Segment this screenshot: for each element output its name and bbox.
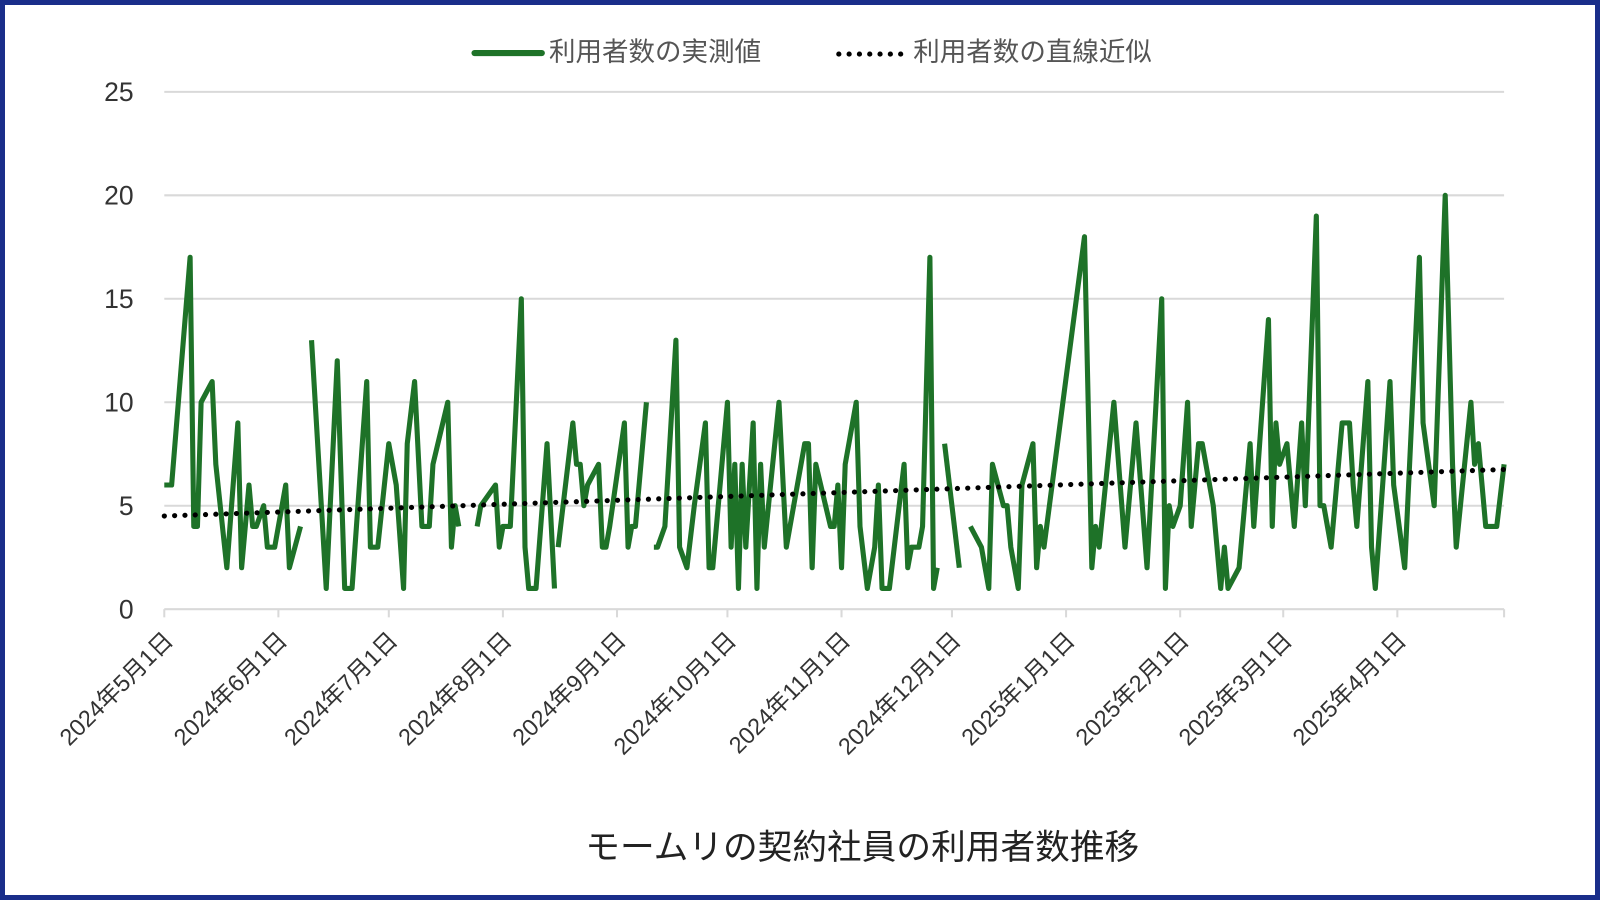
x-tick-label: 2025年1月1日 <box>956 627 1079 750</box>
gridlines <box>164 90 1505 507</box>
series-actual-line <box>942 443 962 569</box>
series-actual-line <box>164 254 303 571</box>
y-tick-label: 10 <box>104 387 134 417</box>
y-tick-label: 0 <box>119 594 134 624</box>
series-trend-line <box>161 466 1507 519</box>
x-tick-label: 2024年6月1日 <box>169 627 292 750</box>
series-actual-line <box>308 340 462 592</box>
series-actual-line <box>555 402 649 550</box>
x-tick-label: 2024年8月1日 <box>393 627 516 750</box>
series-actual-line <box>968 192 1507 592</box>
series-actual-line <box>653 254 940 592</box>
legend: 利用者数の実測値 利用者数の直線近似 <box>471 37 1152 67</box>
x-tick-label: 2025年4月1日 <box>1288 627 1411 750</box>
series-actual-line <box>474 296 558 592</box>
chart-title: モームリの契約社員の利用者数推移 <box>585 828 1139 867</box>
x-tick-label: 2024年7月1日 <box>279 627 402 750</box>
y-tick-label: 5 <box>119 491 134 521</box>
y-tick-label: 20 <box>104 180 134 210</box>
x-tick-label: 2024年9月1日 <box>507 627 630 750</box>
x-axis: 2024年5月1日2024年6月1日2024年7月1日2024年8月1日2024… <box>55 608 1506 760</box>
y-axis-ticks: 0 5 10 15 20 25 <box>104 77 134 624</box>
x-tick-label: 2024年5月1日 <box>55 627 178 750</box>
y-tick-label: 25 <box>104 77 134 107</box>
y-tick-label: 15 <box>104 284 134 314</box>
legend-label-actual: 利用者数の実測値 <box>549 37 761 67</box>
series-layer <box>161 192 1507 592</box>
legend-label-trend: 利用者数の直線近似 <box>913 37 1152 67</box>
